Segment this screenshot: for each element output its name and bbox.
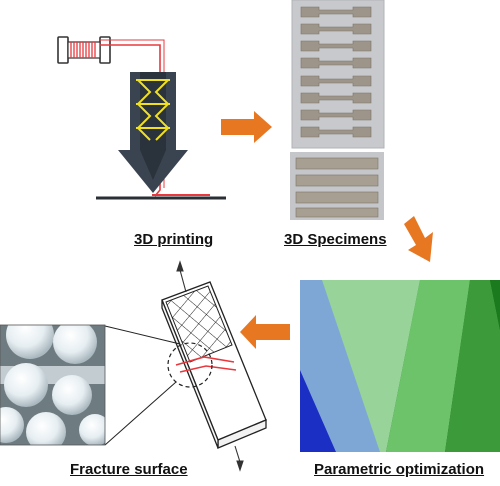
tensile-load-arrow-icon xyxy=(176,260,187,293)
fracture-line xyxy=(175,356,235,366)
fracture-surface-photo xyxy=(0,325,105,445)
filament-spool-icon xyxy=(57,36,111,64)
tensile-specimen xyxy=(161,260,267,472)
extruder-nozzle-icon xyxy=(118,72,188,193)
caption-3d-specimens: 3D Specimens xyxy=(284,231,387,248)
zoom-circle xyxy=(167,342,213,388)
process-arrow-icon xyxy=(221,111,272,143)
caption-parametric-optimization: Parametric optimization xyxy=(314,461,485,478)
zoom-connector xyxy=(104,381,177,446)
tensile-load-arrow-icon xyxy=(234,445,244,472)
dogbone-specimens xyxy=(300,6,372,138)
process-arrow-icon xyxy=(240,315,290,349)
zoom-connector xyxy=(104,325,181,345)
printing-panel xyxy=(57,36,226,200)
specimens-photo xyxy=(290,0,385,220)
rectangular-specimens xyxy=(295,157,379,218)
process-arrow-icon xyxy=(404,216,433,262)
optimization-map xyxy=(300,280,500,452)
caption-3d-printing: 3D printing xyxy=(134,231,214,248)
fracture-line xyxy=(179,365,237,373)
process-arrows xyxy=(221,111,433,349)
caption-fracture-surface: Fracture surface xyxy=(70,461,188,478)
